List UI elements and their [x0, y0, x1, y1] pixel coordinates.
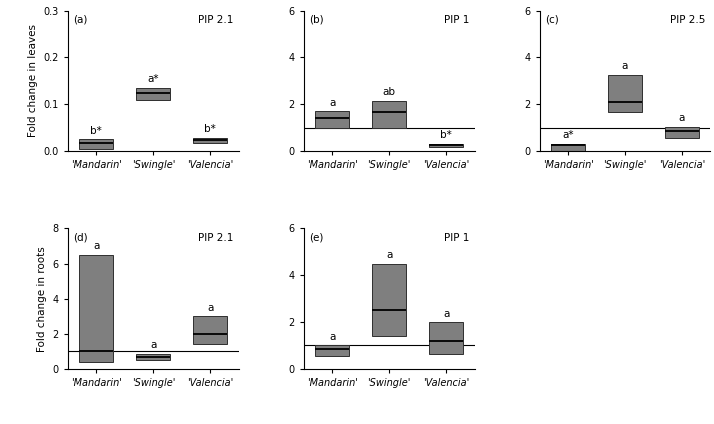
Text: a: a	[93, 241, 99, 251]
Bar	[79, 139, 114, 149]
Text: PIP 2.5: PIP 2.5	[670, 15, 705, 25]
Text: a: a	[150, 340, 156, 351]
Text: PIP 2.1: PIP 2.1	[198, 233, 233, 243]
Text: (d): (d)	[73, 233, 88, 243]
Text: (e): (e)	[308, 233, 323, 243]
Text: ab: ab	[383, 87, 396, 97]
Text: b*: b*	[204, 125, 216, 134]
Text: b*: b*	[91, 126, 102, 136]
Text: a: a	[207, 303, 213, 312]
Bar	[136, 88, 171, 100]
Text: (b): (b)	[308, 15, 323, 25]
Bar	[665, 126, 699, 138]
Bar	[193, 316, 227, 344]
Bar	[79, 255, 114, 362]
Text: a: a	[443, 309, 449, 318]
Text: a*: a*	[562, 130, 574, 140]
Text: PIP 1: PIP 1	[444, 233, 470, 243]
Y-axis label: Fold change in leaves: Fold change in leaves	[28, 24, 38, 137]
Bar	[372, 101, 406, 128]
Y-axis label: Fold change in roots: Fold change in roots	[37, 246, 47, 351]
Text: PIP 2.1: PIP 2.1	[198, 15, 233, 25]
Bar	[608, 75, 642, 112]
Text: a: a	[329, 332, 336, 342]
Bar	[193, 138, 227, 142]
Text: a: a	[679, 113, 685, 123]
Bar	[315, 111, 349, 128]
Text: PIP 1: PIP 1	[444, 15, 470, 25]
Text: a: a	[329, 98, 336, 108]
Bar	[372, 263, 406, 336]
Text: b*: b*	[441, 130, 452, 140]
Bar	[136, 354, 171, 360]
Bar	[429, 322, 463, 354]
Text: (c): (c)	[545, 15, 558, 25]
Bar	[551, 144, 585, 151]
Text: a: a	[386, 250, 392, 260]
Text: (a): (a)	[73, 15, 87, 25]
Bar	[429, 144, 463, 147]
Bar	[315, 346, 349, 356]
Text: a*: a*	[148, 74, 159, 84]
Text: a: a	[622, 61, 628, 72]
